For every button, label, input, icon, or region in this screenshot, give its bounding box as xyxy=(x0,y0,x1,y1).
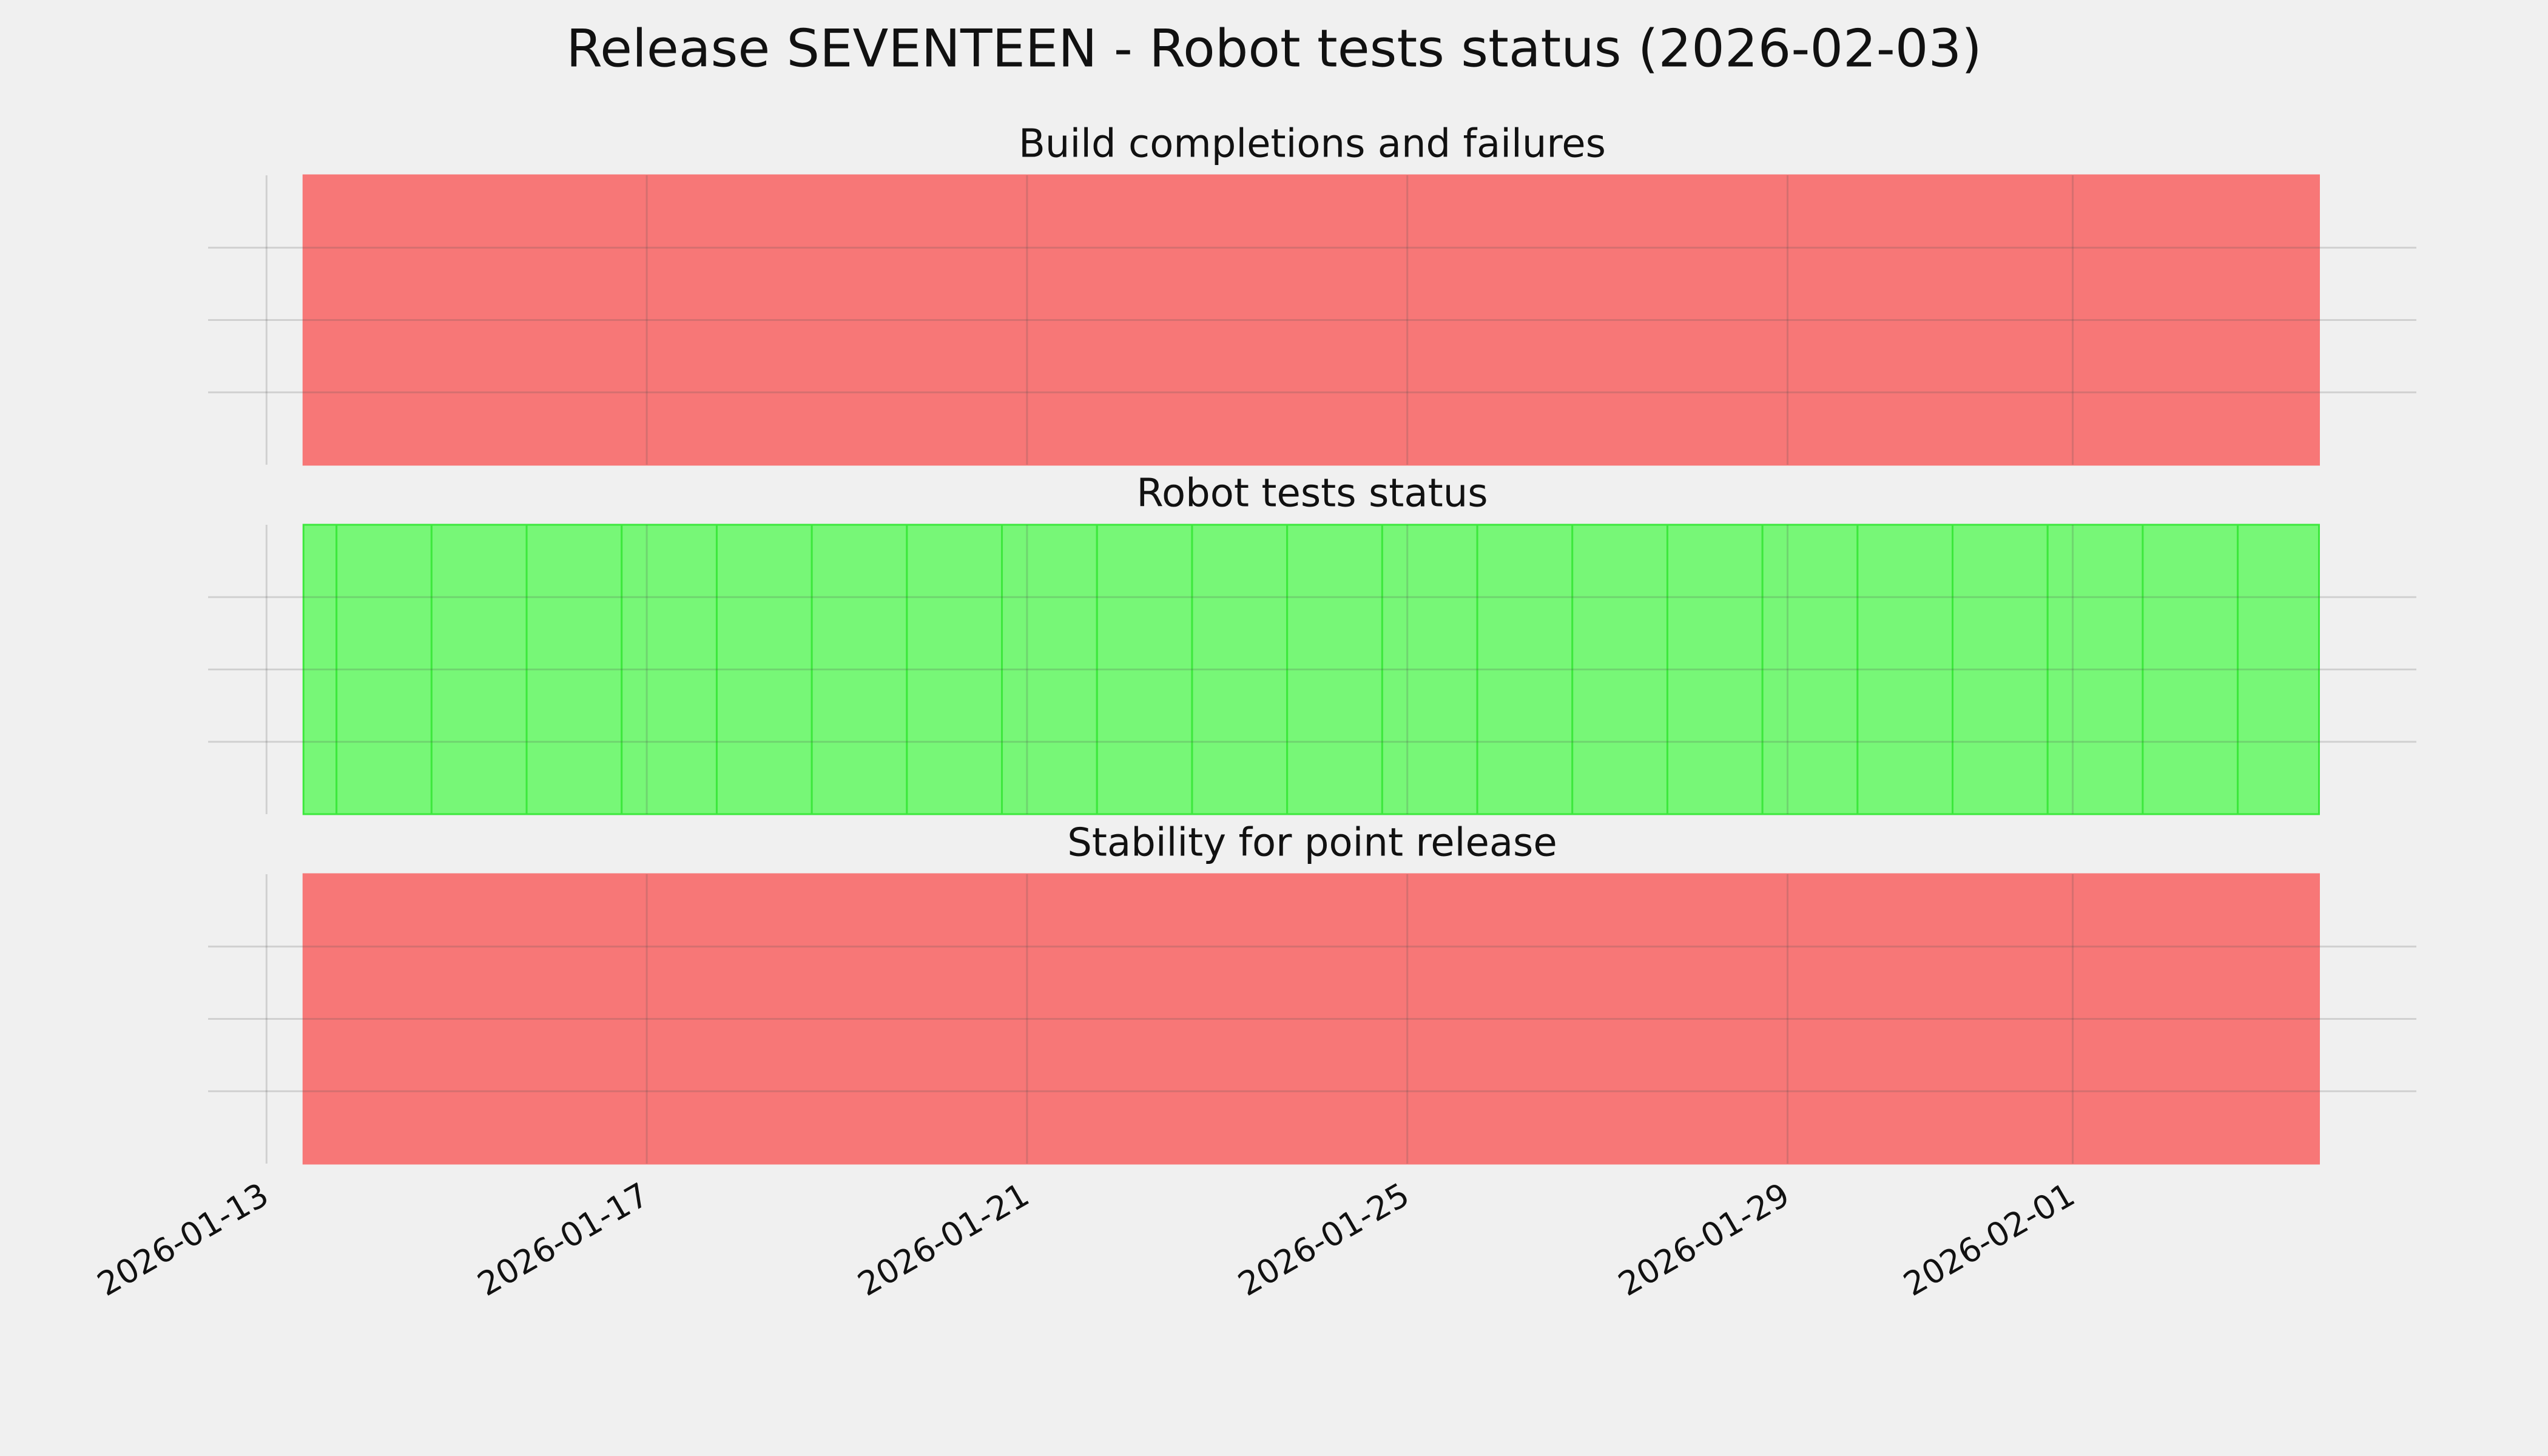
status-span xyxy=(1666,524,1764,815)
status-span xyxy=(1096,524,1193,815)
status-span xyxy=(1191,524,1289,815)
status-span xyxy=(302,873,2320,1165)
status-span xyxy=(715,524,813,815)
status-span xyxy=(1476,524,1574,815)
status-span xyxy=(525,524,623,815)
status-span xyxy=(1381,524,1478,815)
panel-title: Stability for point release xyxy=(1067,821,1557,866)
status-span xyxy=(302,174,2320,466)
status-span xyxy=(1761,524,1859,815)
status-span xyxy=(302,524,338,815)
status-span xyxy=(1001,524,1098,815)
status-span xyxy=(2237,524,2320,815)
status-span xyxy=(430,524,528,815)
main-title: Release SEVENTEEN - Robot tests status (… xyxy=(566,18,1982,79)
status-span xyxy=(2046,524,2144,815)
panel-title: Robot tests status xyxy=(1136,471,1488,516)
panel-title: Build completions and failures xyxy=(1019,122,1606,167)
status-span xyxy=(906,524,1003,815)
status-span xyxy=(2142,524,2239,815)
status-span xyxy=(1952,524,2049,815)
status-span xyxy=(335,524,433,815)
status-span xyxy=(621,524,718,815)
status-span xyxy=(1286,524,1383,815)
status-span xyxy=(1571,524,1668,815)
